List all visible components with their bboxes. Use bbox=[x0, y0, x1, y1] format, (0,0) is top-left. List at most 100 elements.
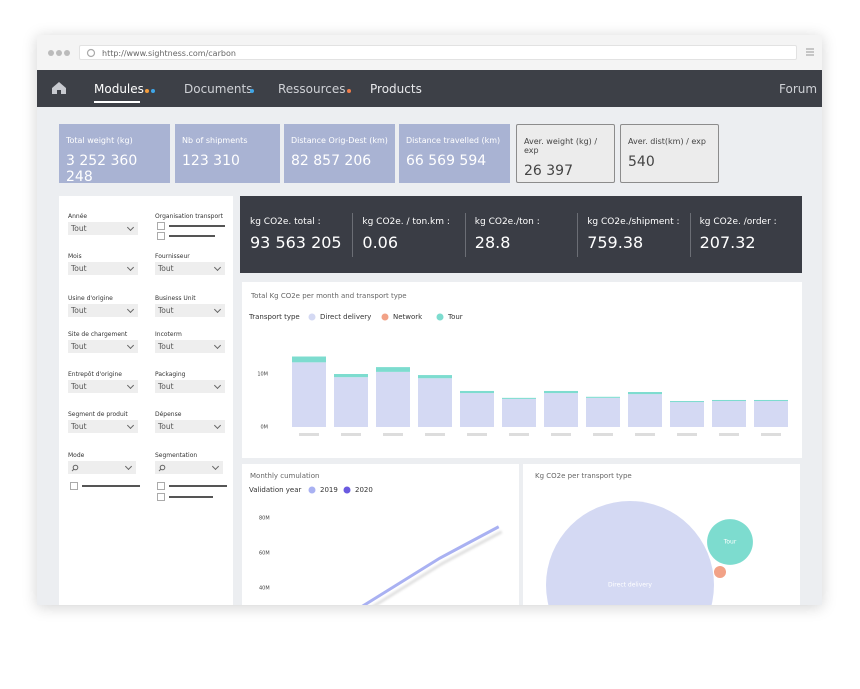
banner-value: 93 563 205 bbox=[250, 233, 342, 252]
bar-segment bbox=[460, 393, 494, 427]
kpi-label: Aver. weight (kg) / exp bbox=[524, 137, 598, 155]
bar-segment bbox=[670, 401, 704, 403]
banner-label: kg CO2e./shipment : bbox=[587, 217, 680, 227]
y-tick-label: 80M bbox=[259, 516, 270, 522]
filter-select[interactable]: Tout bbox=[68, 420, 138, 433]
legend-swatch bbox=[436, 313, 444, 321]
legend-title: Transport type bbox=[248, 313, 300, 321]
filter-select[interactable]: Tout bbox=[68, 340, 138, 353]
banner-value: 28.8 bbox=[474, 233, 511, 252]
bar-segment bbox=[628, 392, 662, 395]
filter-select[interactable]: Tout bbox=[155, 304, 225, 317]
nav-item[interactable]: Modules bbox=[94, 82, 144, 96]
bar-segment bbox=[334, 374, 368, 378]
kpi-value: 123 310 bbox=[182, 153, 240, 169]
banner-item: kg CO2e./shipment : 759.38 bbox=[577, 196, 689, 273]
nav-item[interactable]: Forum bbox=[779, 82, 818, 96]
filter-label: Mois bbox=[68, 253, 82, 260]
x-label-placeholder bbox=[593, 433, 613, 436]
filter-label: Business Unit bbox=[155, 295, 196, 302]
filter-label: Fournisseur bbox=[155, 253, 190, 260]
banner-separator bbox=[577, 213, 579, 257]
bar-segment bbox=[334, 377, 368, 427]
bar-segment bbox=[460, 390, 494, 394]
search-box[interactable] bbox=[155, 461, 223, 474]
kpi-label: Nb of shipments bbox=[182, 136, 248, 145]
filter-select[interactable]: Tout bbox=[155, 380, 225, 393]
nav-item[interactable]: Documents bbox=[184, 82, 253, 96]
kpi-label: Aver. dist(km) / exp bbox=[628, 137, 706, 146]
banner-item: kg CO2e. / ton.km : 0.06 bbox=[352, 196, 464, 273]
nav-dot bbox=[250, 89, 254, 93]
filter-select[interactable]: Tout bbox=[155, 420, 225, 433]
y-tick-label: 60M bbox=[259, 551, 270, 557]
line-series bbox=[361, 525, 500, 605]
x-label-placeholder bbox=[425, 433, 445, 436]
filter-select[interactable]: Tout bbox=[68, 262, 138, 275]
window-dot bbox=[64, 50, 70, 56]
legend-label: Tour bbox=[447, 313, 463, 321]
legend-label: Network bbox=[393, 313, 423, 321]
reload-icon bbox=[86, 48, 96, 58]
filter-label: Entrepôt d'origine bbox=[68, 371, 122, 378]
filter-select[interactable]: Tout bbox=[155, 262, 225, 275]
y-tick-label: 40M bbox=[259, 586, 270, 592]
filter-label: Organisation transport bbox=[155, 213, 223, 220]
bar-segment bbox=[376, 371, 410, 427]
filter-label: Mode bbox=[68, 452, 85, 459]
banner-value: 759.38 bbox=[587, 233, 644, 252]
address-bar: http://www.sightness.com/carbon bbox=[37, 35, 822, 71]
search-box[interactable] bbox=[68, 461, 136, 474]
filter-select[interactable]: Tout bbox=[155, 340, 225, 353]
bar-segment bbox=[544, 390, 578, 394]
chart-title: Monthly cumulation bbox=[250, 472, 319, 480]
home-icon[interactable] bbox=[51, 81, 67, 95]
checkbox[interactable] bbox=[157, 482, 165, 490]
filter-select[interactable]: Tout bbox=[68, 380, 138, 393]
bar-segment bbox=[418, 378, 452, 427]
x-label-placeholder bbox=[719, 433, 739, 436]
filter-select[interactable]: Tout bbox=[68, 222, 138, 235]
nav-underline bbox=[94, 101, 140, 103]
checkbox[interactable] bbox=[157, 222, 165, 230]
bar-segment bbox=[712, 399, 746, 402]
kpi-label: Distance Orig-Dest (km) bbox=[291, 136, 388, 145]
x-label-placeholder bbox=[341, 433, 361, 436]
kpi-label: Distance travelled (km) bbox=[406, 136, 501, 145]
filter-select[interactable]: Tout bbox=[68, 304, 138, 317]
bar-segment bbox=[628, 394, 662, 427]
kpi-value: 540 bbox=[628, 154, 655, 170]
checkbox[interactable] bbox=[157, 493, 165, 501]
bar-segment bbox=[754, 401, 788, 427]
nav-item[interactable]: Ressources bbox=[278, 82, 346, 96]
legend-label: 2020 bbox=[355, 486, 373, 494]
menu-icon[interactable] bbox=[805, 47, 815, 57]
kpi-value: 82 857 206 bbox=[291, 153, 372, 169]
bar-segment bbox=[712, 401, 746, 427]
bar-segment bbox=[502, 397, 536, 399]
banner-item: kg CO2e./ton : 28.8 bbox=[465, 196, 577, 273]
line-panel: Monthly cumulation Validation year 2019 202… bbox=[242, 464, 519, 605]
filter-label: Segmentation bbox=[155, 452, 198, 459]
bubble-chart: Kg CO2e per transport type Direct deliver… bbox=[535, 472, 753, 605]
bar-segment bbox=[586, 396, 620, 398]
kpi-card: Aver. dist(km) / exp 540 bbox=[620, 124, 719, 183]
nav-item[interactable]: Products bbox=[370, 82, 422, 96]
search-icon bbox=[158, 464, 166, 472]
kpi-banner: kg CO2e. total : 93 563 205 kg CO2e. / ton… bbox=[240, 196, 802, 273]
checkbox[interactable] bbox=[157, 232, 165, 240]
option-line bbox=[169, 225, 225, 227]
y-tick-label: 10M bbox=[257, 372, 268, 378]
option-line bbox=[82, 485, 140, 487]
filter-label: Usine d'origine bbox=[68, 295, 113, 302]
legend-label: 2019 bbox=[320, 486, 338, 494]
legend-swatch bbox=[308, 486, 316, 494]
url[interactable]: http://www.sightness.com/carbon bbox=[79, 45, 797, 60]
x-label-placeholder bbox=[299, 433, 319, 436]
checkbox[interactable] bbox=[70, 482, 78, 490]
chart-title: Kg CO2e per transport type bbox=[535, 472, 632, 480]
nav-bar: Modules Documents Ressources Products Fo… bbox=[37, 70, 822, 107]
search-icon bbox=[71, 464, 79, 472]
nav-dot bbox=[151, 89, 155, 93]
